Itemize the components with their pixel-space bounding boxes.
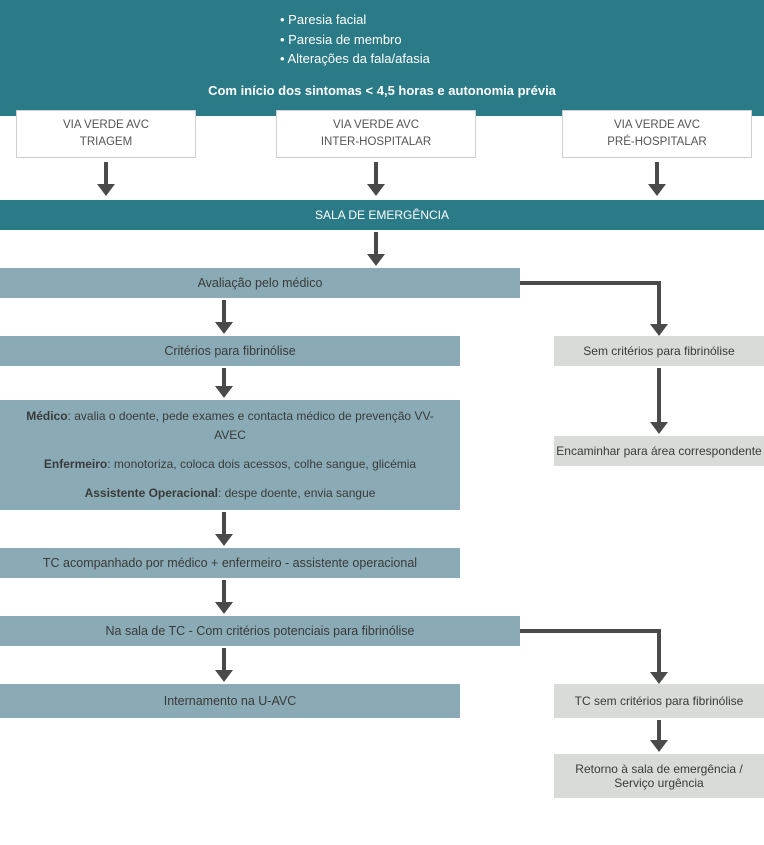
step-label: Internamento na U-AVC [164, 694, 296, 708]
role-medico: Médico: avalia o doente, pede exames e c… [20, 407, 440, 445]
arrow-down-icon [215, 368, 233, 398]
arrow-down-icon [215, 512, 233, 546]
step-label: TC acompanhado por médico + enfermeiro -… [43, 556, 417, 570]
triage-line: VIA VERDE AVC [614, 117, 700, 134]
step-no-criteria: Sem critérios para fibrinólise [554, 336, 764, 366]
step-label: Retorno à sala de emergência / Serviço u… [554, 762, 764, 790]
branch-connector-icon [520, 629, 670, 686]
triage-line: PRÉ-HOSPITALAR [607, 134, 706, 151]
flowchart-root: Paresia facial Paresia de membro Alteraç… [0, 0, 764, 845]
branch-connector-icon [520, 281, 670, 338]
step-tc: TC acompanhado por médico + enfermeiro -… [0, 548, 460, 578]
step-tc-room: Na sala de TC - Com critérios potenciais… [0, 616, 520, 646]
step-label: TC sem critérios para fibrinólise [575, 694, 744, 708]
emergency-room-bar: SALA DE EMERGÊNCIA [0, 200, 764, 230]
step-criteria: Critérios para fibrinólise [0, 336, 460, 366]
header-bullets: Paresia facial Paresia de membro Alteraç… [20, 10, 744, 69]
step-label: Na sala de TC - Com critérios potenciais… [106, 624, 415, 638]
header-bullet: Paresia de membro [280, 30, 744, 50]
triage-box-triagem: VIA VERDE AVC TRIAGEM [16, 110, 196, 158]
step-label: Avaliação pelo médico [198, 276, 323, 290]
arrow-down-icon [650, 720, 668, 752]
step-label: Critérios para fibrinólise [164, 344, 295, 358]
arrow-down-icon [215, 648, 233, 682]
step-roles: Médico: avalia o doente, pede exames e c… [0, 400, 460, 510]
emergency-label: SALA DE EMERGÊNCIA [315, 208, 449, 222]
arrow-down-icon [650, 368, 668, 434]
step-intern: Internamento na U-AVC [0, 684, 460, 718]
header-bullet: Paresia facial [280, 10, 744, 30]
arrow-down-icon [215, 580, 233, 614]
triage-box-inter: VIA VERDE AVC INTER-HOSPITALAR [276, 110, 476, 158]
arrow-down-icon [215, 300, 233, 334]
header-bullet: Alterações da fala/afasia [280, 49, 744, 69]
header-box: Paresia facial Paresia de membro Alteraç… [0, 0, 764, 116]
arrow-down-icon [367, 162, 385, 196]
step-label: Encaminhar para área correspondente [556, 444, 761, 458]
header-subtitle: Com início dos sintomas < 4,5 horas e au… [20, 83, 744, 98]
arrow-down-icon [97, 162, 115, 196]
triage-box-pre: VIA VERDE AVC PRÉ-HOSPITALAR [562, 110, 752, 158]
step-return: Retorno à sala de emergência / Serviço u… [554, 754, 764, 798]
role-enfermeiro: Enfermeiro: monotoriza, coloca dois aces… [44, 455, 416, 474]
step-label: Sem critérios para fibrinólise [583, 344, 734, 358]
arrow-down-icon [648, 162, 666, 196]
step-forward: Encaminhar para área correspondente [554, 436, 764, 466]
step-evaluation: Avaliação pelo médico [0, 268, 520, 298]
triage-line: INTER-HOSPITALAR [321, 134, 431, 151]
role-assistente: Assistente Operacional: despe doente, en… [85, 484, 376, 503]
triage-line: TRIAGEM [80, 134, 132, 151]
triage-line: VIA VERDE AVC [63, 117, 149, 134]
triage-line: VIA VERDE AVC [333, 117, 419, 134]
arrow-down-icon [367, 232, 385, 266]
step-tc-no-criteria: TC sem critérios para fibrinólise [554, 684, 764, 718]
